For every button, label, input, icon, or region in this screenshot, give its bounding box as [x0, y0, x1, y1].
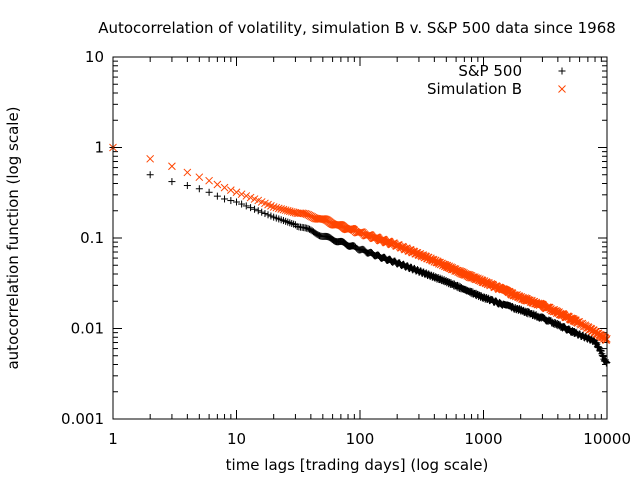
data-point [279, 205, 288, 214]
data-point [601, 334, 610, 343]
data-point [205, 176, 213, 185]
data-point [168, 162, 176, 171]
data-point [269, 203, 278, 211]
data-point [254, 207, 262, 215]
data-point [246, 193, 255, 202]
legend-marker-simulation-b [558, 85, 566, 93]
data-point [226, 186, 235, 194]
y-tick-label: 0.001 [61, 410, 104, 428]
data-point [237, 190, 246, 199]
data-point [213, 180, 222, 189]
y-tick-label: 1 [94, 139, 104, 157]
data-point [168, 178, 176, 186]
y-tick-label: 10 [85, 48, 104, 66]
x-axis-label: time lags [trading days] (log scale) [226, 456, 489, 474]
data-point [146, 154, 155, 163]
data-point [242, 192, 251, 200]
x-tick-label: 100 [346, 430, 375, 448]
data-point [195, 185, 203, 193]
legend-marker-cross [558, 85, 566, 93]
y-tick-label: 0.1 [80, 229, 104, 247]
data-point [298, 209, 306, 218]
data-point [221, 195, 229, 203]
data-point [242, 202, 250, 210]
data-point [599, 352, 607, 360]
series-sp500 [109, 144, 611, 367]
data-point [274, 204, 283, 213]
data-point [146, 171, 154, 179]
series-simulation-b [109, 143, 611, 344]
legend-marker-sp500 [558, 67, 566, 75]
data-point [597, 346, 605, 354]
axis-ticks: 0.001 0.01 0.1 1 10 1 10 100 1000 10000 [61, 48, 631, 448]
data-marks [109, 143, 611, 367]
data-point [213, 192, 221, 200]
legend-label-sp500: S&P 500 [458, 62, 522, 80]
chart-title: Autocorrelation of volatility, simulatio… [98, 19, 616, 37]
x-tick-label: 1 [108, 430, 118, 448]
y-tick-label: 0.01 [71, 320, 104, 338]
data-point [195, 173, 204, 182]
data-point [258, 208, 266, 216]
data-point [251, 205, 259, 213]
data-point [261, 210, 269, 218]
data-point [232, 188, 241, 197]
legend-label-simulation-b: Simulation B [427, 80, 522, 98]
data-point [227, 197, 235, 205]
plot-frame [112, 56, 608, 420]
y-axis-label: autocorrelation function (log scale) [4, 106, 22, 369]
data-point [183, 168, 192, 177]
data-point [233, 198, 240, 206]
data-point [220, 183, 229, 192]
data-point [183, 182, 191, 190]
data-point [290, 220, 298, 228]
legend: S&P 500 Simulation B [427, 62, 566, 98]
data-point [264, 211, 272, 219]
data-point [299, 209, 308, 218]
data-point [247, 204, 255, 212]
data-point [592, 339, 600, 347]
data-point [267, 201, 275, 210]
data-point [595, 343, 603, 351]
x-tick-label: 1000 [464, 430, 502, 448]
x-tick-label: 10 [227, 430, 246, 448]
data-point [318, 215, 327, 223]
data-point [277, 205, 286, 213]
legend-marker-plus [558, 67, 566, 75]
data-point [272, 203, 281, 212]
x-tick-label: 10000 [583, 430, 631, 448]
data-point [238, 200, 246, 208]
data-point [205, 188, 213, 196]
data-point [301, 209, 310, 218]
data-point [356, 228, 364, 237]
